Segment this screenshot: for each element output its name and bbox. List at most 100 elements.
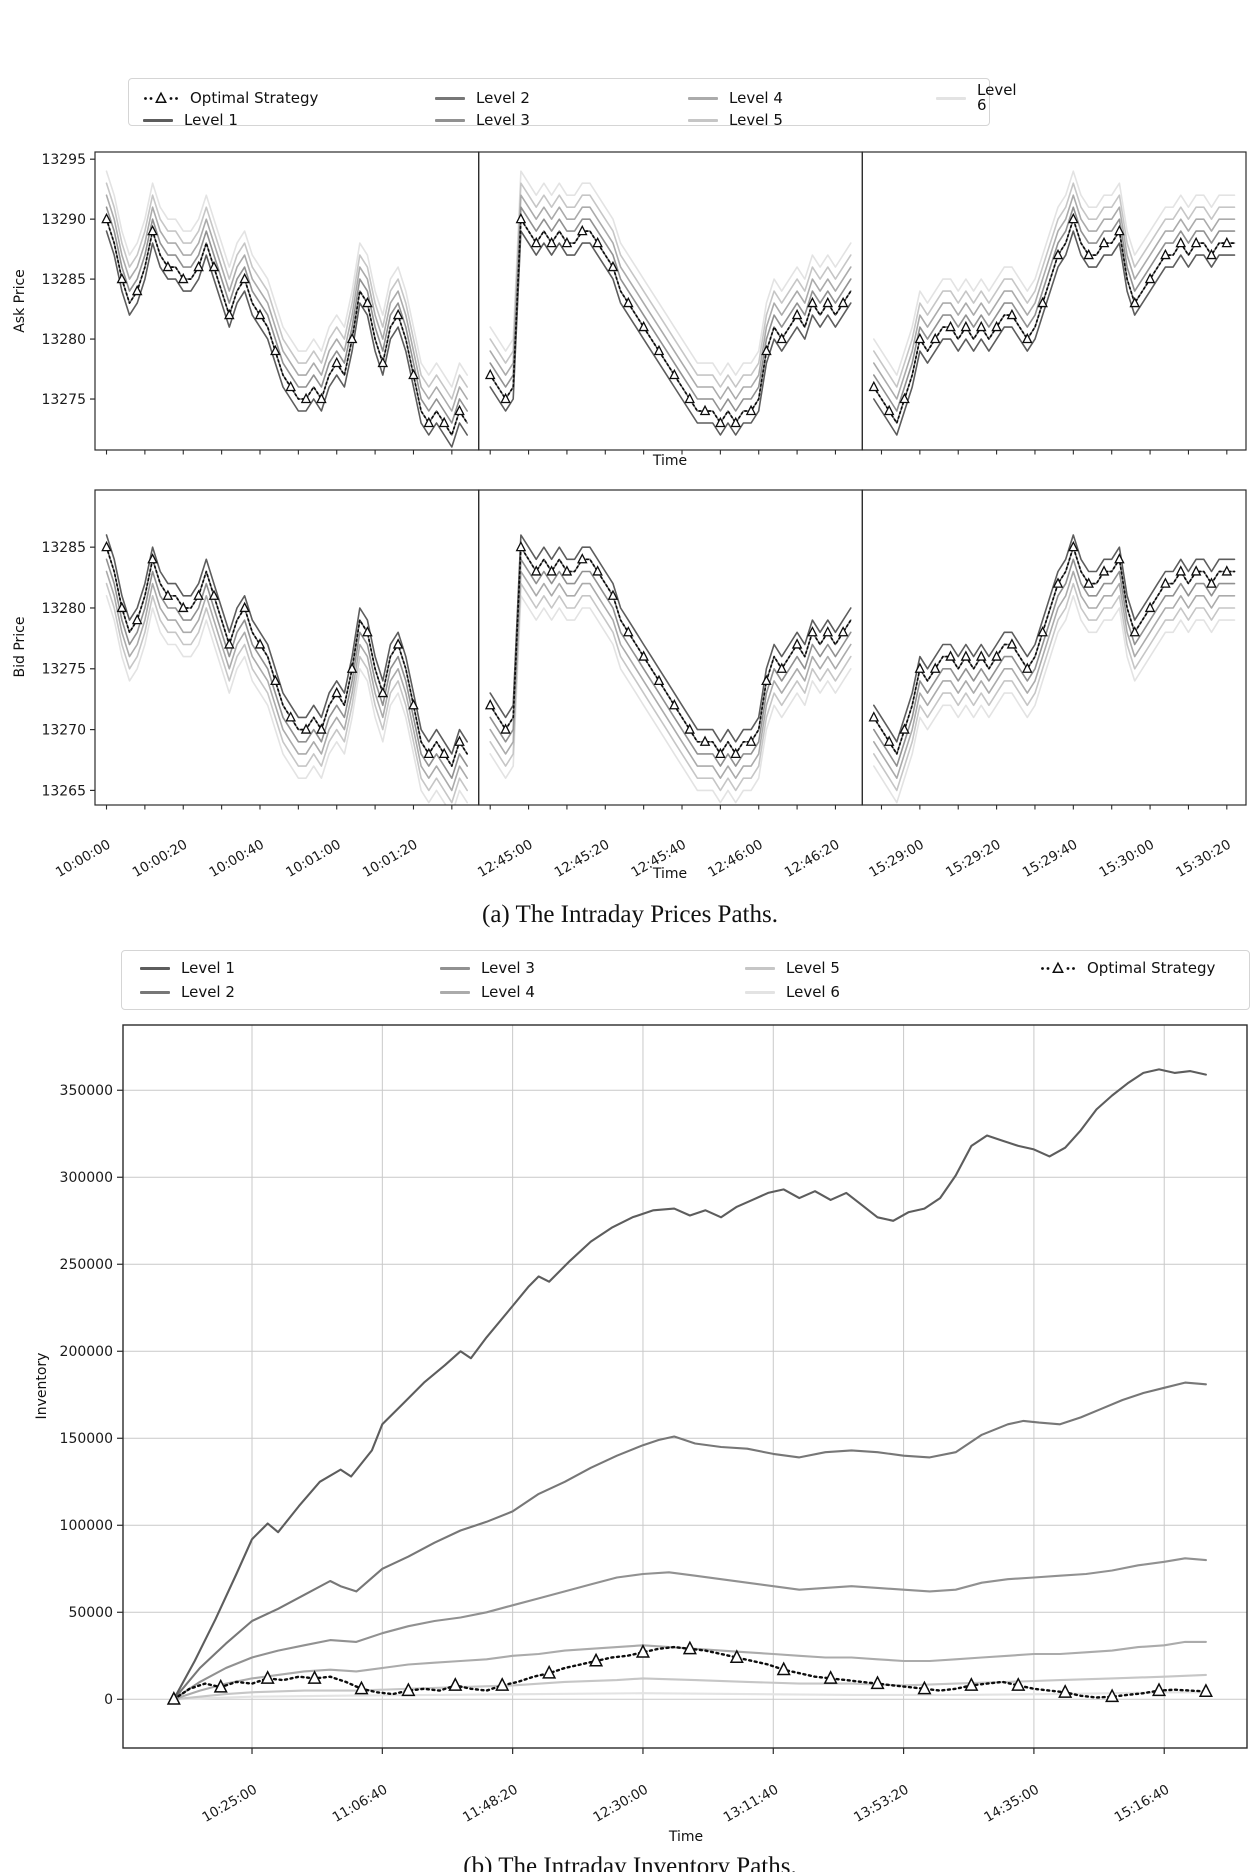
- legend-item-level-6: Level 6: [745, 984, 1040, 1000]
- optimal-strategy-marker-icon: [776, 332, 788, 344]
- optimal-strategy-marker-icon: [270, 344, 281, 356]
- legend-label: Optimal Strategy: [190, 88, 319, 107]
- optimal-strategy-marker-icon: [1151, 1682, 1167, 1697]
- legend-label: Level 2: [476, 88, 530, 107]
- x-tick-label: 15:29:40: [1020, 837, 1081, 881]
- series-level-1: [105, 230, 468, 448]
- optimal-strategy-marker-icon: [945, 650, 956, 661]
- legend-item-level-5: Level 5: [688, 113, 936, 128]
- optimal-strategy-marker-icon: [1105, 1688, 1120, 1703]
- optimal-strategy-marker-icon: [515, 212, 527, 224]
- optimal-strategy-marker-icon: [147, 224, 158, 236]
- optimal-strategy-marker-icon: [807, 296, 818, 308]
- optimal-strategy-marker-icon: [408, 368, 419, 380]
- legend-item-level-3: Level 3: [435, 113, 688, 128]
- optimal-strategy-marker-icon: [438, 416, 450, 428]
- optimal-strategy-marker-icon: [1052, 248, 1064, 260]
- x-tick-label: 15:30:00: [1097, 837, 1158, 881]
- optimal-strategy-marker-icon: [1022, 332, 1033, 344]
- legend-item-level-2: Level 2: [140, 984, 440, 1000]
- inventory-legend: Level 1 Level 2 Level 3 Level 4 Level 5 Level…: [121, 950, 1250, 1010]
- x-tick-label: 10:01:00: [283, 837, 344, 881]
- optimal-strategy-marker-icon: [484, 699, 496, 710]
- series-optimal-strategy: [872, 218, 1236, 424]
- optimal-strategy-marker-icon: [715, 416, 726, 428]
- optimal-strategy-marker-icon: [945, 320, 956, 332]
- legend-label: Level 6: [977, 81, 1017, 114]
- optimal-strategy-marker-icon: [392, 308, 404, 320]
- optimal-strategy-marker-icon: [500, 392, 511, 404]
- optimal-strategy-marker-icon: [899, 392, 910, 404]
- ask-price-axis-label: Ask Price: [12, 269, 28, 333]
- series-level-6: [873, 170, 1236, 376]
- optimal-strategy-marker-icon: [899, 723, 910, 734]
- legend-item-level-1: Level 1: [140, 958, 440, 977]
- optimal-strategy-marker-icon: [635, 1644, 650, 1658]
- y-tick-label: 13275: [41, 662, 86, 678]
- y-tick-label: 300000: [60, 1170, 113, 1186]
- optimal-strategy-marker-icon: [870, 1675, 885, 1690]
- y-tick-label: 100000: [60, 1518, 113, 1534]
- optimal-strategy-marker-icon: [607, 589, 619, 600]
- optimal-strategy-marker-icon: [1022, 662, 1033, 673]
- optimal-strategy-marker-icon: [791, 308, 803, 320]
- optimal-strategy-marker-icon: [1068, 212, 1079, 224]
- series-level-3: [489, 558, 852, 767]
- optimal-strategy-marker-icon: [346, 332, 358, 344]
- series-level-3: [873, 206, 1236, 412]
- optimal-strategy-marker-icon: [307, 1670, 322, 1684]
- optimal-strategy-marker-icon: [166, 1691, 181, 1705]
- optimal-strategy-marker-icon: [638, 650, 649, 661]
- y-tick-label: 13265: [41, 783, 86, 799]
- optimal-strategy-marker-icon: [515, 540, 527, 552]
- optimal-strategy-marker-icon: [822, 626, 834, 637]
- optimal-strategy-marker-icon: [607, 260, 619, 272]
- optimal-strategy-marker-icon: [116, 601, 128, 613]
- optimal-strategy-marker-icon: [684, 723, 695, 734]
- series-level-1: [873, 230, 1236, 436]
- series-level-3: [489, 206, 852, 412]
- legend-label: Level 1: [181, 958, 235, 977]
- optimal-strategy-marker-icon: [730, 416, 741, 428]
- series-level-3: [172, 1557, 1207, 1701]
- series-level-4: [105, 570, 468, 792]
- optimal-strategy-marker-icon: [454, 404, 465, 416]
- series-level-4: [105, 194, 468, 412]
- optimal-strategy-marker-icon: [1206, 248, 1217, 260]
- optimal-strategy-marker-icon: [1129, 626, 1141, 637]
- optimal-strategy-marker-icon: [729, 1649, 744, 1664]
- x-tick-label: 12:30:00: [590, 1782, 651, 1826]
- y-tick-label: 50000: [68, 1605, 113, 1621]
- optimal-strategy-marker-icon: [699, 735, 711, 746]
- optimal-strategy-marker-icon: [270, 674, 281, 686]
- optimal-strategy-marker-icon: [377, 686, 389, 698]
- optimal-strategy-marker-icon: [1037, 296, 1048, 308]
- series-level-1: [489, 534, 852, 743]
- optimal-strategy-marker-icon: [761, 344, 772, 356]
- optimal-strategy-marker-icon: [991, 320, 1002, 332]
- optimal-strategy-marker-icon: [208, 589, 220, 600]
- x-tick-label: 15:29:00: [866, 837, 927, 881]
- series-level-2: [105, 546, 468, 767]
- optimal-strategy-marker-icon: [362, 296, 373, 308]
- optimal-strategy-marker-icon: [316, 723, 327, 734]
- prices-legend: Optimal Strategy Level 1 Level 2 Level 3 Lev…: [128, 78, 1017, 128]
- y-tick-label: 350000: [60, 1083, 113, 1099]
- optimal-strategy-marker-icon: [495, 1677, 510, 1691]
- optimal-strategy-marker-icon: [653, 674, 665, 686]
- level-line-swatch-icon: [435, 96, 465, 100]
- optimal-strategy-marker-icon: [1206, 577, 1217, 588]
- optimal-strategy-marker-icon: [589, 1652, 604, 1667]
- legend-label: Level 4: [729, 88, 783, 107]
- x-tick-label: 10:00:00: [53, 837, 114, 881]
- optimal-strategy-marker-icon: [530, 565, 542, 576]
- level-line-swatch-icon: [745, 966, 775, 970]
- optimal-strategy-marker-icon: [1190, 236, 1202, 248]
- optimal-strategy-marker-icon: [776, 662, 788, 673]
- optimal-strategy-marker-icon: [822, 296, 834, 308]
- series-level-3: [873, 558, 1236, 767]
- optimal-strategy-marker-icon: [592, 565, 603, 576]
- x-tick-label: 11:48:20: [460, 1782, 521, 1826]
- ask-price-row: 13275 13280 13285 13290 13295: [41, 151, 1247, 455]
